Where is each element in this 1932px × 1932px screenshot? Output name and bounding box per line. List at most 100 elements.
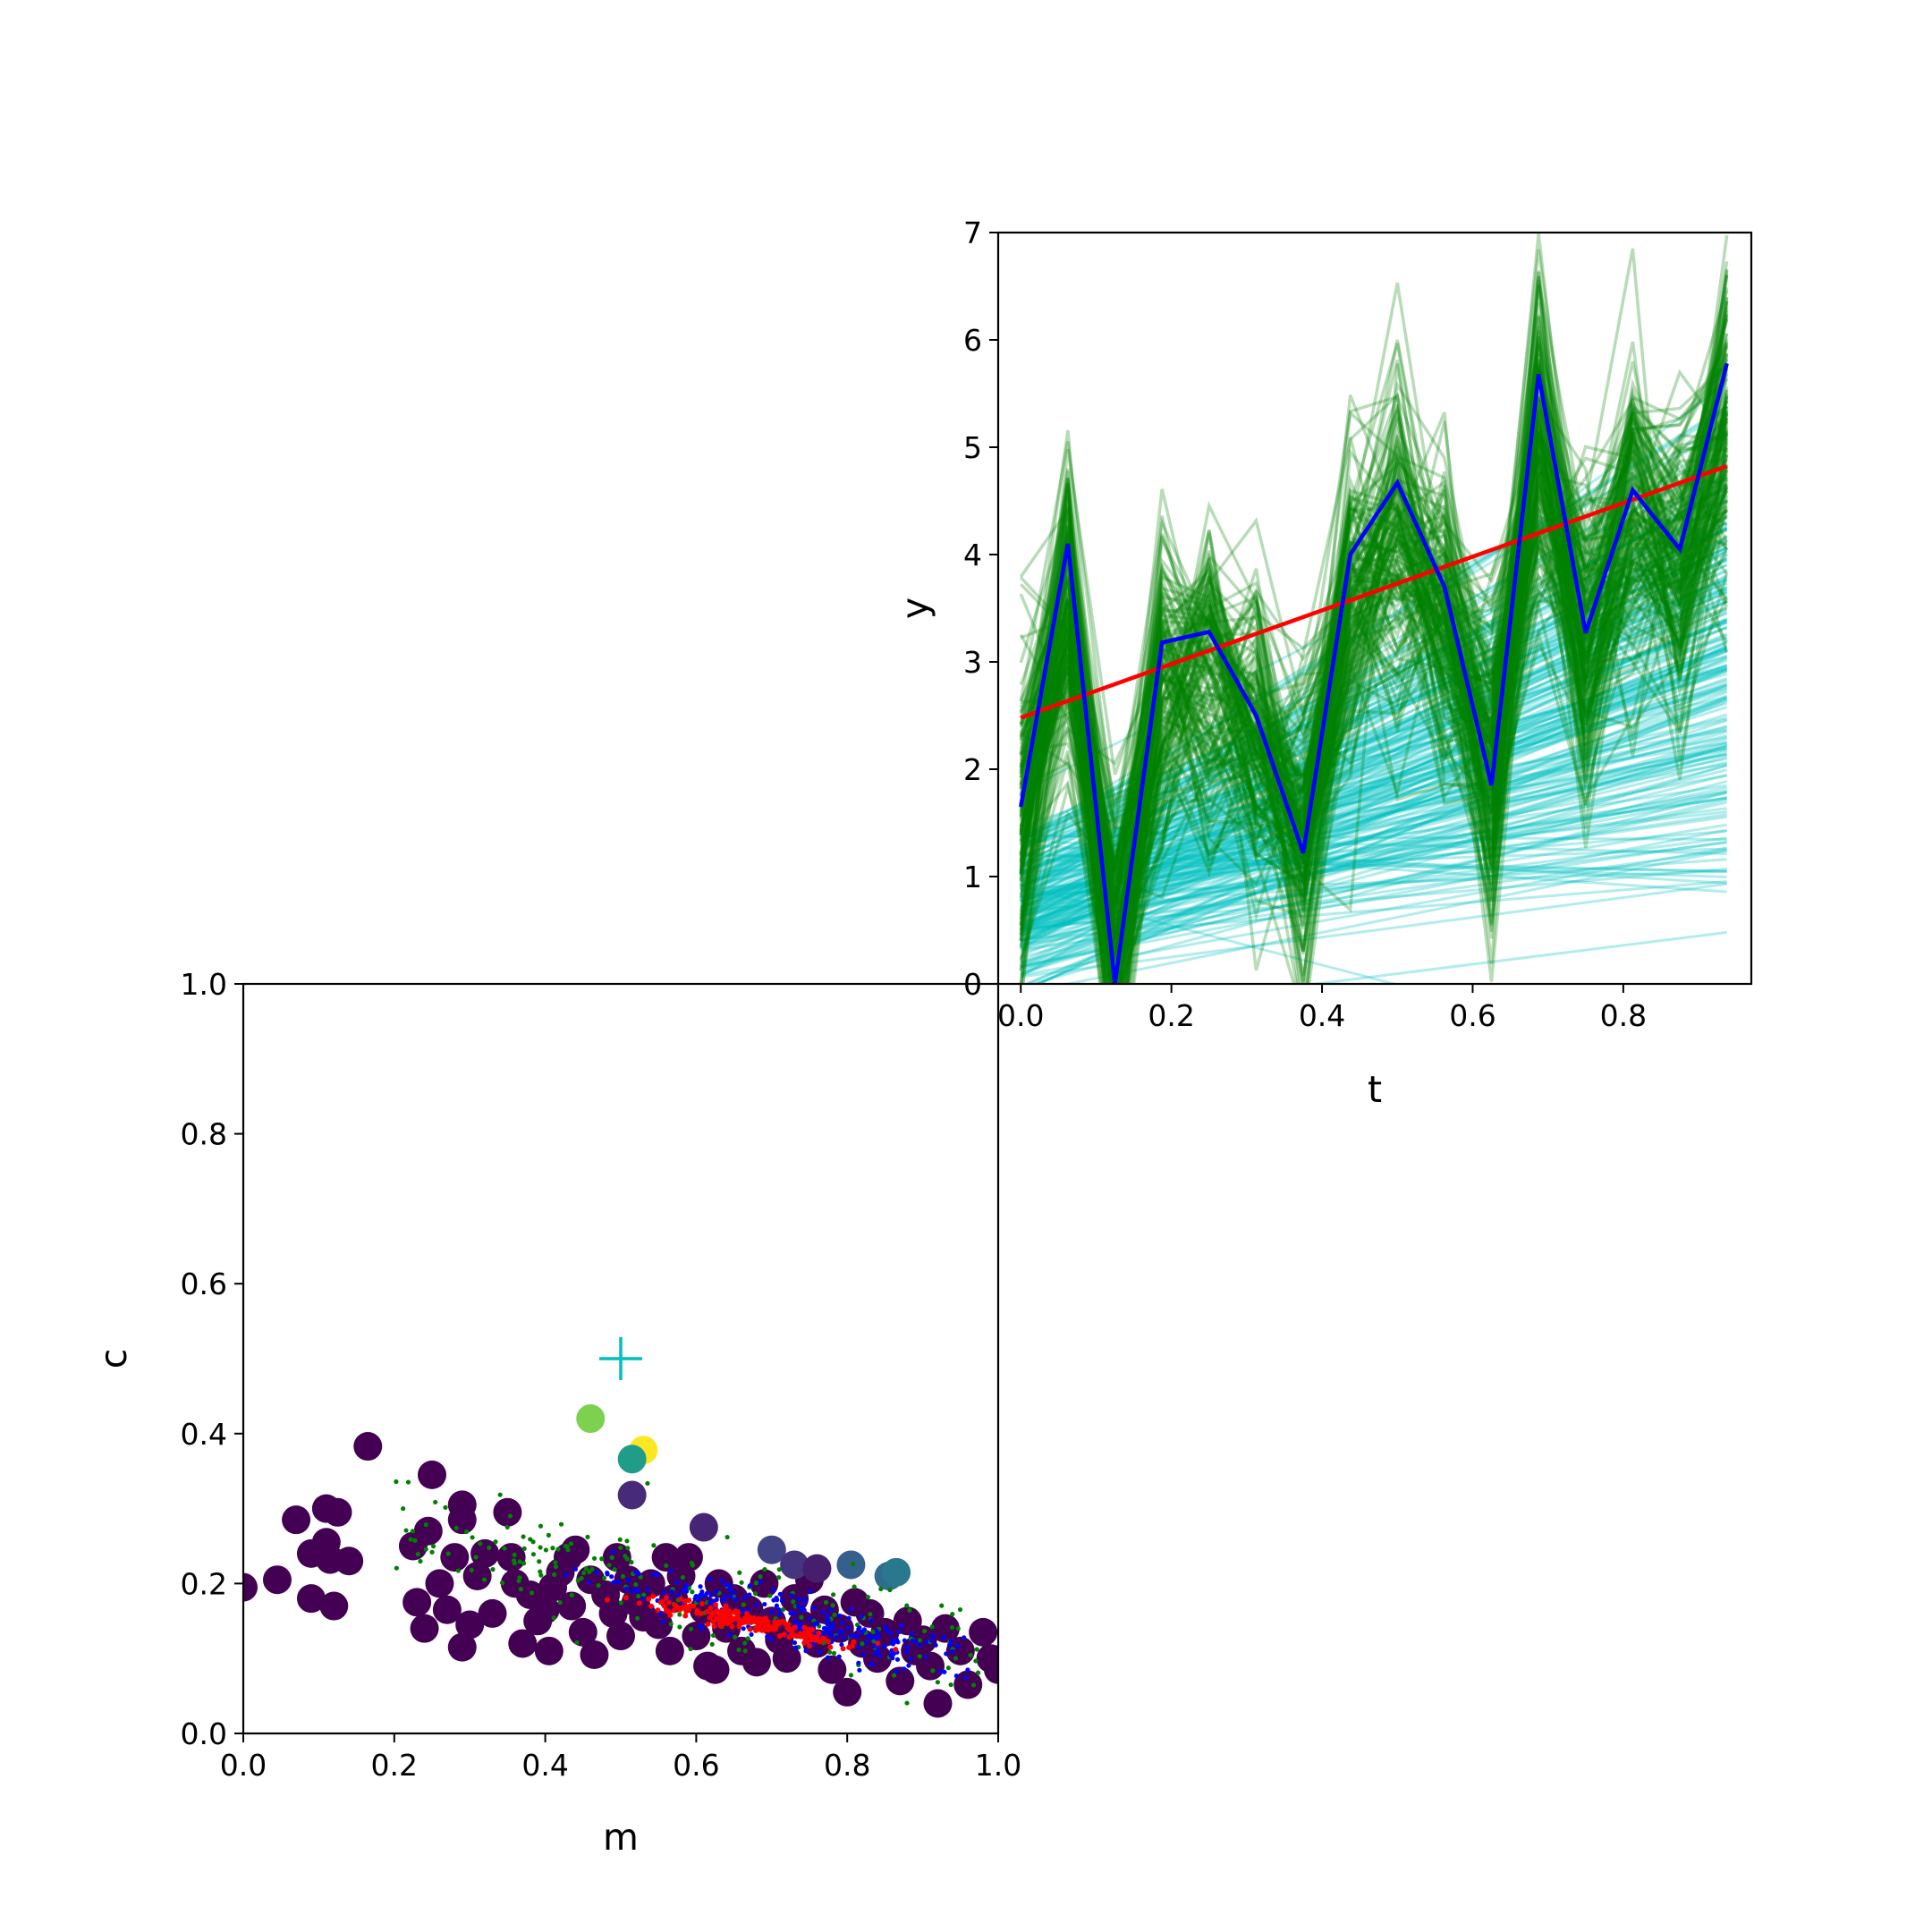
sample-line [1021,879,1727,941]
green-point [851,1561,856,1567]
blue-point [775,1597,780,1603]
y-tick-label: 0.8 [181,1117,227,1152]
green-point [591,1555,597,1561]
predictive-trace [1019,415,1729,899]
blue-point [675,1592,681,1597]
sample-line [1021,797,1727,899]
sample-line [1020,716,1727,880]
red-point [789,1630,795,1636]
sample-line [1020,550,1728,950]
timeseries-x-ticks: 0.0 0.2 0.4 0.6 0.8 [997,984,1647,1033]
sample-line [1020,496,1728,835]
green-point [470,1535,475,1540]
sample-line [1020,579,1728,943]
sample-line [1020,499,1728,919]
green-point [538,1523,544,1529]
blue-point [857,1625,862,1631]
predictive-trace [1019,317,1729,984]
walker-point [508,1629,538,1658]
blue-point [930,1632,936,1638]
green-point [878,1586,884,1592]
blue-point [774,1603,780,1608]
predictive-trace [1019,468,1729,984]
walker-point [447,1632,477,1662]
green-point [581,1570,587,1576]
walker-point [833,1677,862,1707]
blue-point [731,1589,736,1596]
blue-point [857,1667,862,1673]
predictive-trace [1019,393,1729,984]
blue-point [860,1651,866,1657]
blue-point [640,1596,647,1602]
green-point [930,1668,936,1674]
sample-line [1020,558,1728,979]
red-point [663,1595,669,1601]
green-point [530,1552,537,1557]
walker-point [984,1655,998,1684]
sample-line [1020,542,1728,842]
blue-point [840,1629,845,1634]
green-point [690,1589,695,1595]
sample-line [1020,620,1728,908]
red-point [655,1607,661,1614]
blue-point [625,1577,631,1583]
predictive-trace [1019,437,1729,942]
predictive-trace [1019,420,1729,851]
green-point [569,1592,574,1598]
blue-point [902,1666,907,1672]
walker-point [757,1535,786,1564]
sample-line [1020,550,1728,849]
predictive-trace [1019,432,1728,984]
blue-point [906,1663,911,1668]
green-point [517,1575,522,1580]
predictive-trace [1019,362,1729,872]
blue-point [572,1566,579,1572]
blue-point [825,1614,830,1619]
green-point [521,1534,526,1539]
sample-line [1020,632,1728,909]
blue-point [894,1669,899,1674]
predictive-trace [1019,396,1729,982]
blue-point [864,1640,869,1646]
sample-line [1020,691,1728,949]
predictive-trace [1019,354,1729,915]
walker-point [818,1655,847,1684]
blue-point [708,1599,714,1605]
sample-line [1020,790,1727,933]
sample-line [1061,849,1727,984]
green-point [935,1680,940,1685]
blue-point [741,1595,748,1600]
blue-point [826,1617,831,1623]
blue-point [680,1588,686,1593]
green-point [848,1673,854,1678]
sample-line [1020,596,1728,933]
green-point [550,1546,555,1551]
green-point [431,1544,436,1549]
sample-line [1020,683,1728,928]
green-point [403,1528,409,1533]
green-point [970,1682,977,1688]
green-point [629,1560,634,1565]
sample-line [1020,748,1727,906]
green-point [551,1615,556,1621]
red-point [793,1633,800,1640]
predictive-trace [1019,409,1729,980]
sample-line [1020,696,1728,977]
x-tick-label: 0.0 [220,1748,267,1783]
green-point [975,1670,981,1675]
sample-line [1020,521,1728,904]
green-point [948,1682,953,1688]
red-point [661,1603,667,1609]
sample-line [1020,410,1728,841]
walker-point [455,1610,485,1640]
blue-point [937,1669,943,1674]
red-point [657,1599,664,1606]
sample-line [1021,815,1727,915]
red-point [747,1626,753,1632]
y-tick-label: 1.0 [181,967,227,1002]
blue-point [883,1624,889,1630]
green-point [455,1568,462,1573]
sample-line [1020,474,1728,863]
y-tick-label: 0.0 [181,1716,227,1751]
